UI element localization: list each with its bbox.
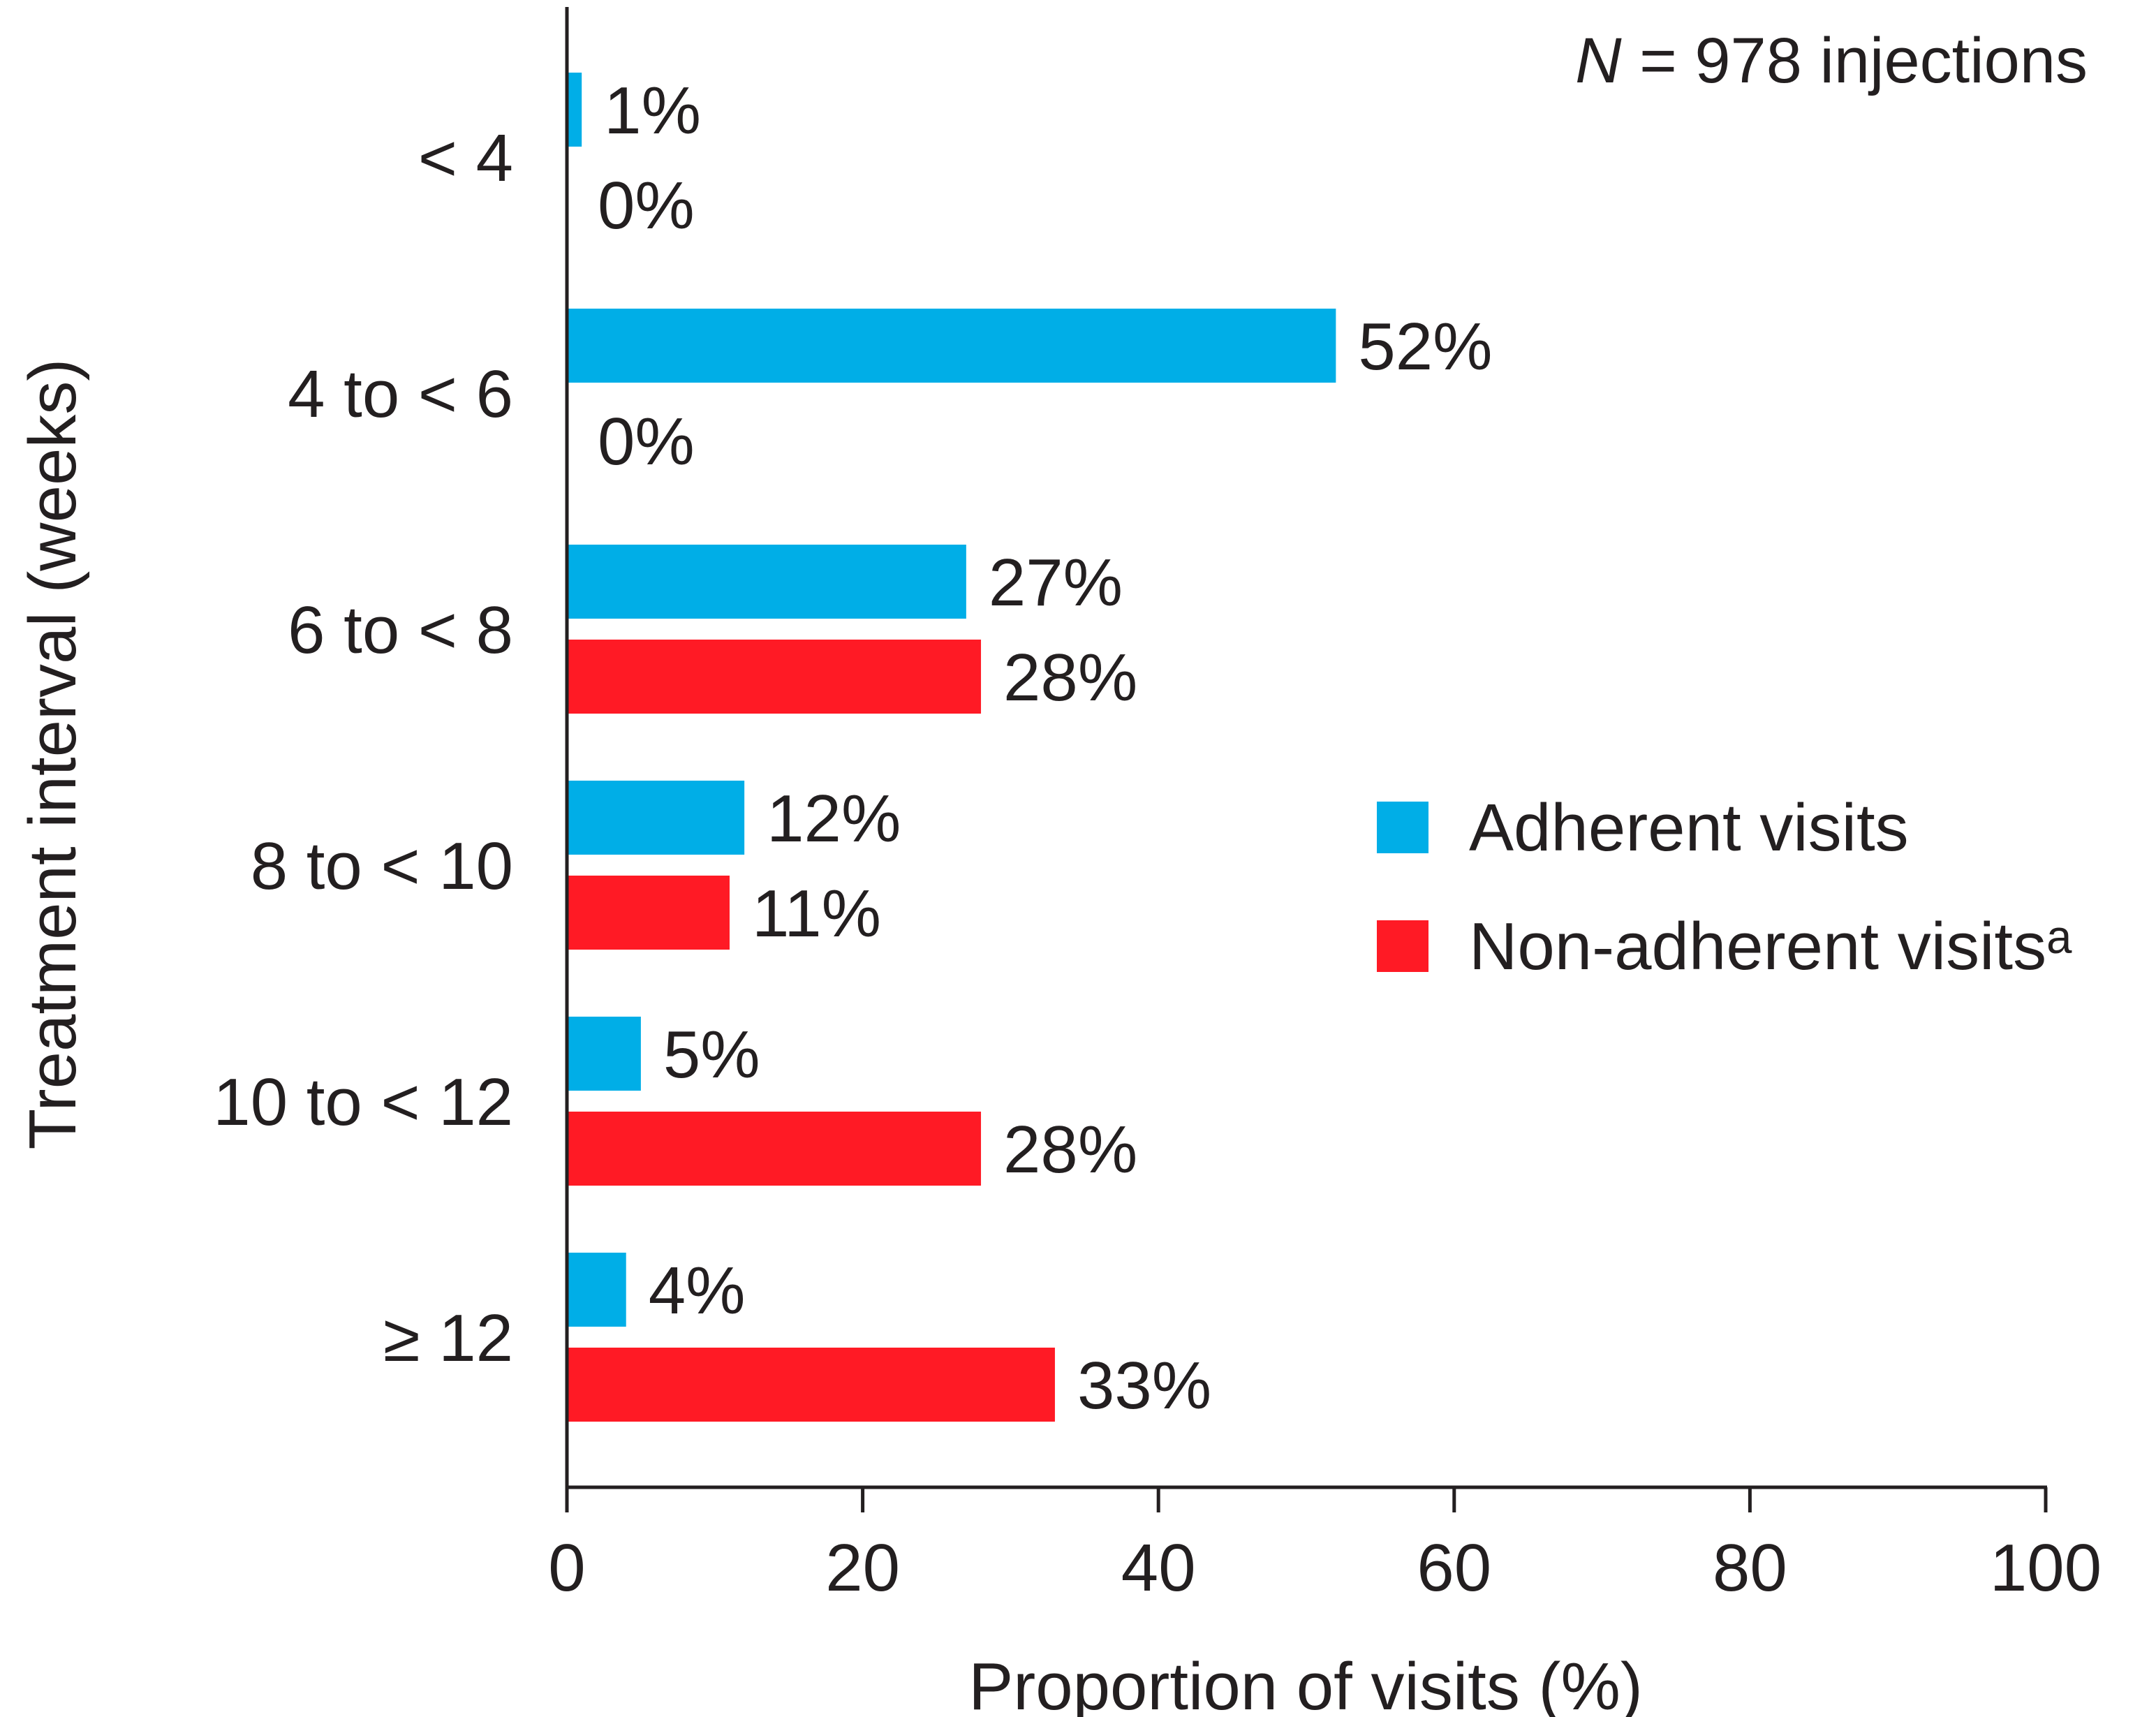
- legend: Adherent visits Non-adherent visitsᵃ: [1377, 790, 2072, 984]
- x-tick-label: 40: [1121, 1531, 1196, 1605]
- x-tick-label: 100: [1990, 1531, 2102, 1605]
- x-tick-label: 20: [825, 1531, 900, 1605]
- data-label: 52%: [1358, 309, 1492, 384]
- category-label: 8 to < 10: [251, 829, 513, 904]
- data-label: 28%: [1003, 1112, 1137, 1187]
- bars-layer: [567, 73, 1336, 1422]
- legend-label-adherent: Adherent visits: [1469, 790, 1909, 865]
- data-label: 28%: [1003, 640, 1137, 715]
- x-tick-label: 0: [548, 1531, 585, 1605]
- bar-adherent: [567, 73, 582, 147]
- data-label: 12%: [767, 781, 901, 856]
- data-label: 11%: [752, 876, 881, 951]
- x-axis-title: Proportion of visits (%): [968, 1649, 1643, 1717]
- category-label: 4 to < 6: [288, 357, 513, 432]
- category-label: < 4: [418, 121, 513, 196]
- bar-non-adherent: [567, 1348, 1055, 1422]
- data-label: 33%: [1077, 1348, 1211, 1423]
- x-tick-label: 60: [1417, 1531, 1491, 1605]
- bar-adherent: [567, 781, 745, 855]
- legend-swatch-adherent: [1377, 802, 1428, 853]
- category-labels-layer: < 4 4 to < 6 6 to < 8 8 to < 10 10 to < 12 ≥ …: [213, 121, 513, 1376]
- y-axis-title: Treatment interval (weeks): [15, 359, 90, 1150]
- x-tick-label: 80: [1713, 1531, 1787, 1605]
- axes-layer: 0 20 40 60 80 100: [548, 7, 2102, 1605]
- category-label: 6 to < 8: [288, 593, 513, 668]
- data-label: 0%: [598, 168, 695, 243]
- bar-adherent: [567, 1253, 626, 1327]
- bar-adherent: [567, 1017, 641, 1091]
- data-label: 0%: [598, 404, 695, 479]
- bar-non-adherent: [567, 876, 730, 950]
- category-label: ≥ 12: [383, 1301, 513, 1376]
- bar-non-adherent: [567, 640, 982, 714]
- category-label: 10 to < 12: [213, 1065, 513, 1140]
- bar-non-adherent: [567, 1112, 982, 1186]
- data-label: 27%: [989, 545, 1123, 620]
- data-label: 1%: [604, 73, 701, 148]
- data-label: 5%: [663, 1017, 760, 1092]
- sample-size-note: N = 978 injections: [1575, 25, 2088, 96]
- legend-label-non-adherent: Non-adherent visitsᵃ: [1469, 909, 2072, 984]
- data-labels-layer: 1% 0% 52% 0% 27% 28% 12% 11% 5% 28% 4% 33%: [598, 73, 1493, 1423]
- bar-adherent: [567, 309, 1336, 383]
- data-label: 4%: [649, 1253, 746, 1328]
- bar-adherent: [567, 545, 966, 619]
- legend-swatch-non-adherent: [1377, 920, 1428, 972]
